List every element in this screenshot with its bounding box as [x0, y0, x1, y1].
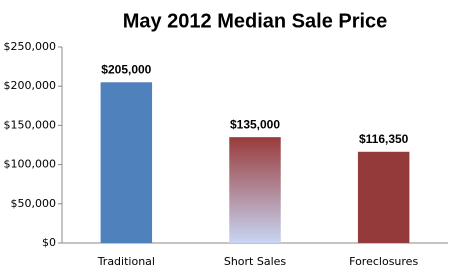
y-tick-label: $50,000 — [11, 197, 57, 210]
y-tick-label: $150,000 — [4, 118, 57, 131]
y-tick-label: $0 — [42, 236, 56, 249]
bar — [100, 82, 153, 243]
value-label: $116,350 — [359, 132, 409, 146]
y-tick-label: $100,000 — [4, 158, 57, 171]
x-tick-label: Foreclosures — [349, 255, 418, 268]
x-tick-label: Traditional — [97, 255, 155, 268]
y-tick-label: $200,000 — [4, 79, 57, 92]
y-tick-label: $250,000 — [4, 40, 57, 53]
bar — [229, 137, 281, 243]
bar — [357, 151, 410, 243]
value-label: $205,000 — [101, 62, 151, 76]
chart-title: May 2012 Median Sale Price — [123, 10, 388, 32]
value-label: $135,000 — [230, 117, 280, 131]
x-tick-label: Short Sales — [224, 255, 287, 268]
